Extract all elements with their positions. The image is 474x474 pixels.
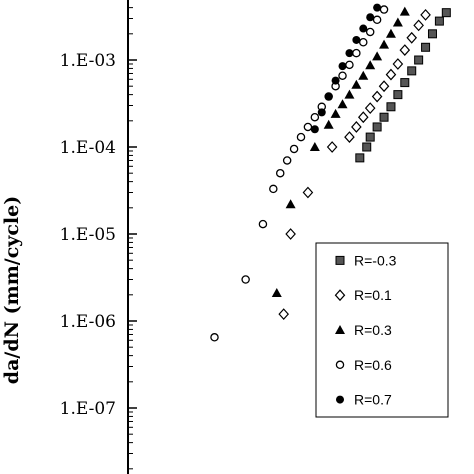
data-point [357, 111, 369, 124]
data-point [372, 15, 382, 25]
data-point [317, 108, 326, 117]
legend-marker [336, 395, 344, 404]
data-point [413, 19, 424, 32]
data-point [344, 89, 355, 99]
legend-entry: R=-0.3 [354, 252, 397, 268]
data-point [392, 58, 404, 70]
y-tick-label: 1.E-06 [60, 312, 116, 332]
data-point [310, 112, 320, 122]
legend-marker [335, 325, 345, 334]
data-point [373, 3, 382, 12]
legend-entry: R=0.3 [354, 322, 392, 338]
y-tick-label: 1.E-04 [60, 138, 116, 158]
data-point [324, 92, 333, 101]
data-point [310, 125, 319, 134]
data-point [421, 42, 431, 52]
data-point [399, 44, 411, 56]
y-tick-label: 1.E-03 [60, 51, 116, 71]
data-point [309, 142, 320, 151]
data-point [352, 48, 361, 58]
data-point [345, 49, 354, 58]
data-point [330, 108, 341, 118]
series-R=0.7 [310, 3, 382, 134]
data-point [296, 132, 306, 142]
data-point [379, 39, 390, 49]
data-point [364, 102, 376, 114]
data-point [355, 153, 365, 163]
series-R=0.3 [271, 6, 410, 297]
data-point [285, 228, 296, 240]
y-tick-label: 1.E-07 [60, 399, 116, 419]
data-point [358, 70, 369, 80]
data-point [365, 60, 376, 70]
data-point [326, 141, 338, 153]
series-R=-0.3 [355, 8, 451, 163]
data-point [241, 275, 250, 284]
data-point [289, 144, 299, 154]
data-point [302, 186, 314, 199]
data-point [285, 199, 296, 209]
data-point [338, 62, 347, 71]
data-point [372, 51, 383, 61]
data-point [393, 90, 403, 100]
legend-entry: R=0.1 [354, 287, 392, 303]
data-point [399, 6, 410, 16]
data-point [372, 122, 382, 132]
data-point [282, 156, 292, 165]
legend-entry: R=0.7 [354, 392, 392, 408]
legend-entry: R=0.6 [354, 357, 392, 373]
y-tick-label: 1.E-05 [60, 225, 116, 245]
data-point [386, 102, 396, 112]
data-point [362, 142, 372, 152]
data-point [365, 27, 375, 37]
data-point [345, 60, 354, 70]
data-point [379, 112, 389, 122]
data-point [420, 8, 431, 21]
data-point [392, 17, 403, 27]
data-point [359, 24, 368, 33]
data-point [210, 333, 219, 342]
data-point [331, 76, 340, 85]
data-point [359, 37, 368, 47]
y-axis-title: da/dN (mm/cycle) [1, 196, 23, 384]
data-point [407, 66, 417, 76]
legend-marker [335, 360, 345, 370]
data-point [441, 8, 451, 18]
data-point [271, 287, 282, 297]
data-point [258, 219, 268, 229]
data-point [434, 16, 444, 26]
data-point [337, 99, 348, 109]
data-point [379, 5, 389, 14]
data-point [338, 71, 347, 80]
legend-marker [335, 255, 345, 265]
data-point [365, 132, 375, 142]
data-point [414, 55, 424, 65]
data-point [269, 184, 278, 194]
data-point [427, 29, 437, 39]
y-axis: 1.E-03 1.E-04 1.E-05 1.E-06 1.E-07 [60, 0, 137, 474]
data-point [385, 68, 397, 81]
data-point [303, 122, 313, 132]
data-point [352, 35, 361, 44]
data-point [366, 13, 375, 22]
data-points [210, 3, 451, 342]
data-point [385, 28, 396, 38]
data-point [371, 90, 383, 103]
series-R=0.1 [278, 8, 431, 321]
series-R=0.6 [210, 5, 389, 342]
data-point [351, 79, 362, 89]
data-point [275, 168, 285, 178]
legend-marker [334, 289, 346, 302]
data-point [378, 80, 390, 93]
data-point [323, 119, 334, 129]
data-point [278, 308, 290, 321]
data-point [406, 31, 418, 44]
data-point [344, 131, 355, 143]
data-point [351, 121, 362, 133]
legend: R=-0.3 R=0.1 R=0.3 R=0.6 R=0.7 [315, 242, 449, 418]
data-point [400, 78, 410, 88]
